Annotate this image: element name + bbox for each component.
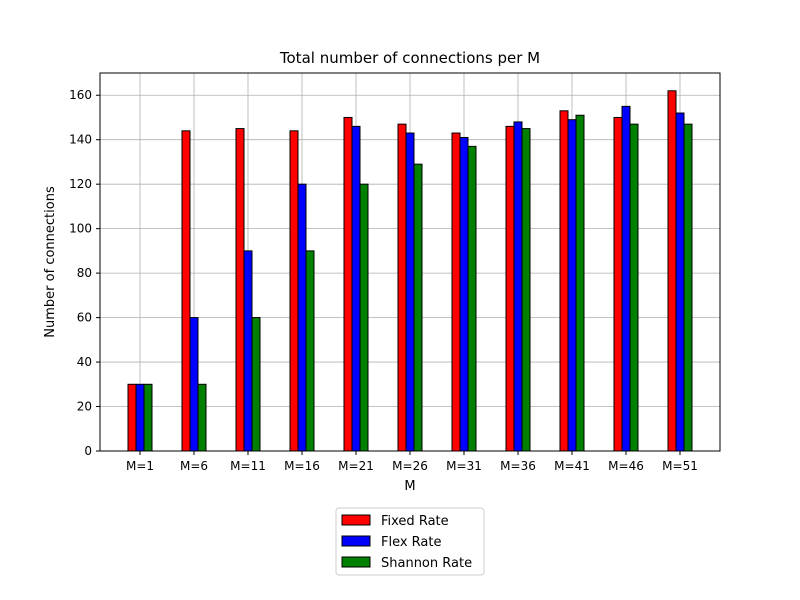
bar-fixed-rate — [667, 90, 677, 452]
bars-layer — [127, 90, 693, 452]
bar-fixed-rate — [559, 110, 569, 452]
y-tick-label: 60 — [77, 311, 92, 325]
bar-shannon-rate — [683, 123, 693, 452]
x-tick-label: M=11 — [230, 459, 266, 473]
legend: Fixed Rate Flex Rate Shannon Rate — [335, 507, 485, 576]
bar-flex-rate — [243, 250, 253, 452]
y-tick-label: 140 — [69, 133, 92, 147]
bar-flex-rate — [135, 383, 145, 452]
bar-shannon-rate — [251, 317, 261, 452]
x-tick-label: M=31 — [446, 459, 482, 473]
bar-fixed-rate — [235, 128, 245, 452]
bar-shannon-rate — [521, 128, 531, 452]
legend-label: Fixed Rate — [381, 514, 449, 529]
legend-swatch — [341, 535, 371, 547]
bar-flex-rate — [567, 119, 577, 452]
y-tick-label: 160 — [69, 88, 92, 102]
bar-flex-rate — [513, 121, 523, 452]
legend-label: Flex Rate — [381, 535, 442, 550]
bar-shannon-rate — [413, 163, 423, 452]
legend-label: Shannon Rate — [381, 556, 472, 571]
x-tick-label: M=26 — [392, 459, 428, 473]
x-tick-label: M=41 — [554, 459, 590, 473]
bar-shannon-rate — [197, 383, 207, 452]
bar-fixed-rate — [127, 383, 137, 452]
y-axis-label: Number of connections — [43, 186, 58, 338]
bar-shannon-rate — [305, 250, 315, 452]
x-axis-label: M — [404, 479, 415, 494]
bar-fixed-rate — [343, 116, 353, 452]
bar-flex-rate — [405, 132, 415, 452]
legend-swatch — [341, 514, 371, 526]
bar-fixed-rate — [181, 130, 191, 452]
bar-flex-rate — [675, 112, 685, 452]
chart-title: Total number of connections per M — [279, 49, 540, 67]
y-tick-label: 0 — [84, 444, 92, 458]
x-tick-label: M=21 — [338, 459, 374, 473]
bar-fixed-rate — [289, 130, 299, 452]
bar-fixed-rate — [505, 125, 515, 452]
bar-fixed-rate — [451, 132, 461, 452]
bar-flex-rate — [189, 317, 199, 452]
x-tick-label: M=36 — [500, 459, 536, 473]
legend-box — [335, 507, 485, 576]
bar-shannon-rate — [359, 183, 369, 452]
bar-shannon-rate — [629, 123, 639, 452]
y-tick-label: 100 — [69, 222, 92, 236]
bar-shannon-rate — [467, 145, 477, 452]
bar-flex-rate — [621, 105, 631, 452]
ticks-layer: 0 20 40 60 80 100 120 140 160 M=1 M=6 M=11 M=16 M=21 M… — [69, 88, 698, 473]
x-tick-label: M=16 — [284, 459, 320, 473]
y-tick-label: 80 — [77, 266, 92, 280]
y-tick-label: 40 — [77, 355, 92, 369]
x-tick-label: M=1 — [126, 459, 154, 473]
x-tick-label: M=46 — [608, 459, 644, 473]
bar-shannon-rate — [143, 383, 153, 452]
legend-swatch — [341, 556, 371, 568]
bar-shannon-rate — [575, 114, 585, 452]
x-tick-label: M=6 — [180, 459, 208, 473]
bar-flex-rate — [297, 183, 307, 452]
bar-fixed-rate — [613, 116, 623, 452]
bar-fixed-rate — [397, 123, 407, 452]
bar-flex-rate — [459, 136, 469, 452]
x-tick-label: M=51 — [662, 459, 698, 473]
bar-flex-rate — [351, 125, 361, 452]
y-tick-label: 120 — [69, 177, 92, 191]
y-tick-label: 20 — [77, 400, 92, 414]
